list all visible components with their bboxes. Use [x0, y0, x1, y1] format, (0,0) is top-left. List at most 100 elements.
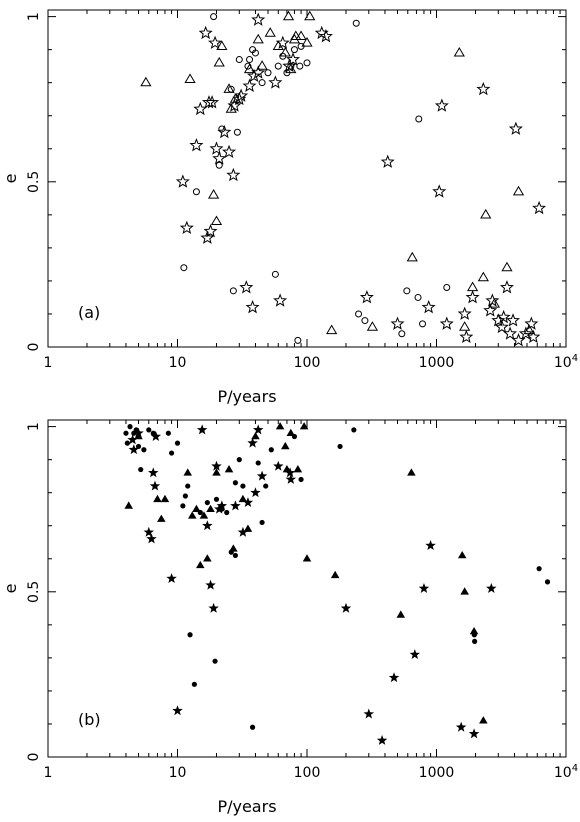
data-point-open-triangle	[453, 46, 465, 57]
data-point-open-triangle	[140, 76, 152, 87]
data-point-open-circle	[258, 79, 266, 87]
data-point-open-star	[242, 78, 257, 92]
data-point-filled-star	[216, 500, 228, 511]
data-point-open-star	[506, 313, 521, 327]
data-point-open-star	[208, 35, 223, 49]
data-point-open-circle	[403, 287, 411, 295]
data-point-open-circle	[352, 19, 360, 27]
data-point-filled-star	[128, 444, 140, 455]
x-axis-label: P/years	[217, 387, 276, 406]
data-point-open-triangle	[466, 281, 479, 292]
data-point-open-star	[476, 81, 491, 96]
x-tick-label: 1000	[419, 765, 455, 781]
data-point-open-star	[245, 299, 260, 314]
data-point-open-star	[439, 316, 454, 330]
data-point-open-triangle	[216, 40, 228, 50]
data-point-open-triangle	[301, 37, 313, 47]
data-point-open-triangle	[272, 40, 284, 50]
data-point-filled-star	[363, 708, 375, 719]
data-point-filled-circle	[204, 499, 210, 506]
data-point-filled-triangle	[134, 432, 143, 440]
data-point-filled-triangle	[469, 626, 479, 635]
x-axis-label: P/years	[217, 797, 276, 816]
data-point-open-star	[499, 280, 514, 294]
data-point-filled-circle	[213, 496, 220, 502]
data-point-open-circle	[290, 46, 298, 54]
data-point-open-star	[485, 293, 500, 307]
y-tick-label: 0.5	[26, 171, 42, 193]
data-point-filled-triangle	[192, 504, 201, 512]
data-point-filled-star	[143, 526, 154, 537]
x-tick-label: 1	[44, 765, 53, 781]
data-point-open-circle	[215, 161, 223, 169]
data-point-open-star	[494, 319, 509, 334]
data-point-filled-triangle	[286, 428, 296, 437]
data-point-filled-star	[486, 583, 497, 593]
data-point-filled-triangle	[160, 494, 170, 503]
data-point-filled-circle	[255, 460, 261, 466]
data-point-filled-triangle	[224, 465, 234, 473]
data-point-filled-triangle	[275, 422, 285, 430]
data-point-open-triangle	[243, 63, 256, 74]
data-point-filled-circle	[337, 443, 343, 450]
data-point-filled-circle	[249, 724, 256, 730]
data-point-open-triangle	[207, 189, 220, 199]
data-point-open-star	[239, 280, 254, 294]
data-point-filled-triangle	[243, 524, 253, 532]
data-point-open-circle	[294, 336, 302, 344]
data-point-open-star	[198, 25, 213, 40]
data-point-open-circle	[218, 125, 226, 133]
data-point-open-star	[251, 12, 266, 26]
y-tick-label: 0	[26, 343, 42, 352]
x-tick-label: 100	[294, 765, 321, 781]
data-point-open-star	[496, 309, 511, 324]
data-point-filled-circle	[298, 476, 304, 483]
data-point-filled-triangle	[407, 468, 416, 476]
x-tick-label: 1000	[419, 355, 455, 371]
data-point-open-star	[234, 88, 249, 102]
data-point-open-star	[247, 68, 262, 83]
data-point-filled-star	[196, 424, 208, 435]
data-point-open-star	[503, 326, 518, 340]
data-point-filled-triangle	[396, 610, 406, 618]
data-point-filled-triangle	[330, 570, 340, 579]
data-point-open-circle	[210, 13, 218, 21]
data-point-filled-star	[150, 431, 162, 441]
data-point-open-star	[205, 95, 220, 109]
data-point-filled-triangle	[299, 422, 309, 430]
panel-label: (a)	[78, 303, 100, 322]
data-point-filled-circle	[182, 493, 188, 499]
data-point-open-circle	[251, 49, 259, 57]
data-point-filled-circle	[259, 519, 265, 526]
data-point-open-triangle	[279, 46, 291, 57]
data-point-filled-star	[455, 721, 467, 732]
data-point-open-circle	[398, 330, 406, 338]
data-point-open-star	[459, 329, 474, 344]
data-point-open-circle	[233, 128, 241, 136]
data-point-open-triangle	[264, 27, 276, 37]
panel-b-scatter-plot: 1 10 100 1000 104 0 0.5 1 P/years e (b)	[1, 419, 578, 816]
data-point-open-star	[390, 316, 405, 330]
data-point-filled-circle	[224, 509, 230, 516]
data-point-open-triangle	[223, 83, 235, 93]
data-point-open-star	[318, 29, 333, 43]
data-point-filled-star	[133, 427, 144, 438]
data-point-open-triangle	[282, 10, 295, 21]
data-point-filled-triangle	[153, 494, 162, 503]
x-tick-label: 1	[44, 355, 53, 371]
data-point-filled-star	[237, 526, 249, 537]
x-tick-label: 10	[169, 355, 187, 371]
data-point-filled-circle	[236, 457, 242, 463]
data-point-open-star	[175, 174, 190, 188]
data-point-open-star	[212, 151, 227, 165]
data-point-filled-circle	[185, 483, 191, 489]
data-point-open-star	[217, 124, 232, 139]
data-point-filled-triangle	[293, 465, 303, 473]
data-point-filled-star	[148, 467, 159, 478]
x-tick-label: 104	[554, 763, 578, 781]
plot-frame	[47, 9, 567, 348]
data-point-filled-triangle	[196, 560, 205, 569]
y-axis-label: e	[1, 584, 20, 594]
data-point-open-circle	[415, 115, 423, 123]
y-tick-label: 0	[26, 753, 42, 762]
